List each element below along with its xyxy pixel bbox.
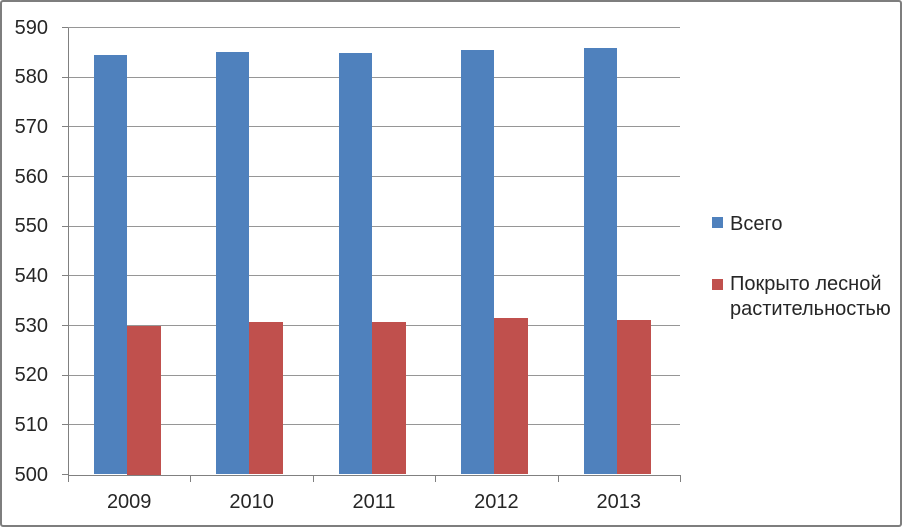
bar-total-2009 (94, 54, 127, 475)
x-axis-line (68, 474, 681, 476)
x-axis-category-label: 2012 (474, 491, 519, 513)
y-axis-tick-label: 500 (14, 463, 48, 486)
y-axis-tick (62, 176, 68, 177)
bar-total-2013 (583, 48, 617, 475)
x-axis-tick (190, 475, 192, 482)
bar-forest-2009 (127, 325, 161, 475)
y-axis-tick (62, 424, 68, 426)
y-axis-tick-label: 540 (14, 264, 48, 287)
x-axis-tick (68, 475, 69, 482)
x-axis-tick (435, 475, 437, 482)
gridline-550 (68, 225, 680, 227)
bar-total-2010 (216, 51, 250, 475)
bar-total-2011 (338, 52, 372, 475)
y-axis-tick (62, 225, 68, 227)
legend-item-total: Всего (712, 212, 782, 237)
y-axis-tick (62, 27, 68, 28)
bar-forest-2013 (616, 320, 651, 475)
legend-swatch-icon (712, 217, 723, 228)
x-axis-category-label: 2009 (106, 491, 152, 513)
y-axis-tick-label: 510 (14, 413, 48, 436)
x-axis-tick (557, 475, 559, 482)
legend-item-forest: Покрыто лесной растительностью (712, 272, 900, 322)
x-axis-category-label: 2010 (229, 491, 274, 513)
x-axis-tick (680, 475, 681, 482)
y-axis-tick (62, 275, 68, 277)
bar-forest-2011 (371, 322, 406, 475)
y-axis-tick (62, 76, 68, 78)
x-axis-tick (312, 475, 314, 482)
y-axis-tick-label: 590 (14, 16, 48, 39)
gridline-560 (68, 176, 680, 177)
y-axis-line (68, 27, 69, 476)
gridline-540 (68, 275, 680, 277)
legend-label: Всего (730, 213, 783, 235)
y-axis-tick-label: 530 (14, 314, 48, 337)
y-axis-tick (62, 325, 68, 326)
y-axis-tick-label: 520 (14, 364, 48, 387)
y-axis-tick (62, 474, 68, 475)
x-axis-category-label: 2013 (596, 491, 642, 513)
bar-forest-2012 (494, 317, 529, 475)
gridline-590 (68, 27, 680, 28)
legend-swatch-icon (712, 279, 723, 290)
legend-label: Покрыто лесной растительностью (730, 273, 891, 320)
gridline-580 (68, 76, 680, 78)
bar-forest-2010 (249, 322, 284, 475)
y-axis-tick-label: 580 (14, 66, 48, 89)
y-axis-tick (62, 374, 68, 376)
y-axis-tick-label: 560 (14, 165, 48, 188)
x-axis-category-label: 2011 (352, 491, 396, 513)
gridline-570 (68, 126, 680, 128)
y-axis-tick-label: 570 (14, 115, 48, 138)
bar-total-2012 (461, 49, 495, 475)
y-axis-tick-label: 550 (14, 215, 48, 238)
y-axis-tick (62, 126, 68, 128)
